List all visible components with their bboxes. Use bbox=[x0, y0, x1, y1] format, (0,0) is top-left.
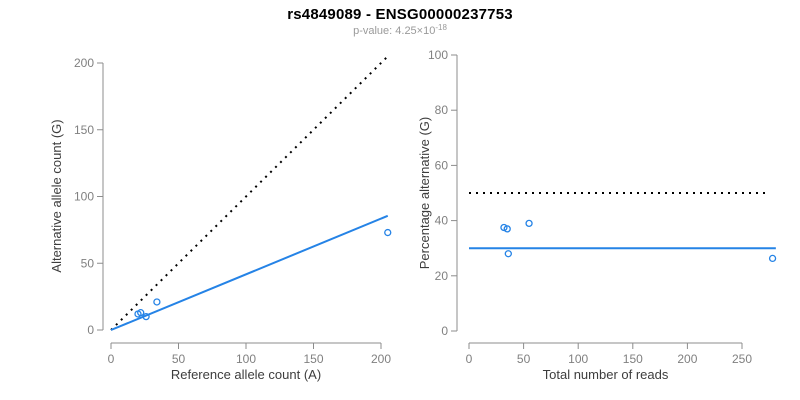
svg-text:0: 0 bbox=[87, 323, 94, 337]
svg-text:150: 150 bbox=[303, 352, 323, 366]
p-value-exponent: -18 bbox=[435, 23, 447, 32]
svg-text:100: 100 bbox=[568, 352, 588, 366]
left-x-axis-label: Reference allele count (A) bbox=[170, 367, 322, 382]
svg-text:0: 0 bbox=[466, 352, 473, 366]
svg-text:100: 100 bbox=[236, 352, 256, 366]
page-title: rs4849089 - ENSG00000237753 bbox=[287, 6, 513, 23]
svg-text:250: 250 bbox=[732, 352, 752, 366]
svg-text:50: 50 bbox=[517, 352, 531, 366]
p-value-subtitle: p-value: 4.25×10-18 bbox=[0, 23, 800, 37]
svg-text:50: 50 bbox=[172, 352, 186, 366]
svg-text:100: 100 bbox=[74, 190, 94, 204]
svg-text:150: 150 bbox=[623, 352, 643, 366]
svg-text:100: 100 bbox=[428, 48, 448, 62]
svg-text:50: 50 bbox=[81, 256, 95, 270]
svg-text:60: 60 bbox=[435, 158, 449, 172]
svg-text:200: 200 bbox=[371, 352, 391, 366]
svg-text:0: 0 bbox=[441, 324, 448, 338]
svg-text:200: 200 bbox=[74, 56, 94, 70]
svg-text:150: 150 bbox=[74, 123, 94, 137]
svg-text:40: 40 bbox=[435, 214, 449, 228]
svg-text:200: 200 bbox=[677, 352, 697, 366]
right-x-axis-label: Total number of reads bbox=[542, 367, 669, 382]
right-y-axis-label: Percentage alternative (G) bbox=[417, 116, 432, 270]
svg-text:0: 0 bbox=[108, 352, 115, 366]
p-value-base: p-value: 4.25×10 bbox=[353, 25, 436, 37]
svg-text:80: 80 bbox=[435, 103, 449, 117]
svg-text:20: 20 bbox=[435, 269, 449, 283]
left-y-axis-label: Alternative allele count (G) bbox=[49, 119, 64, 273]
